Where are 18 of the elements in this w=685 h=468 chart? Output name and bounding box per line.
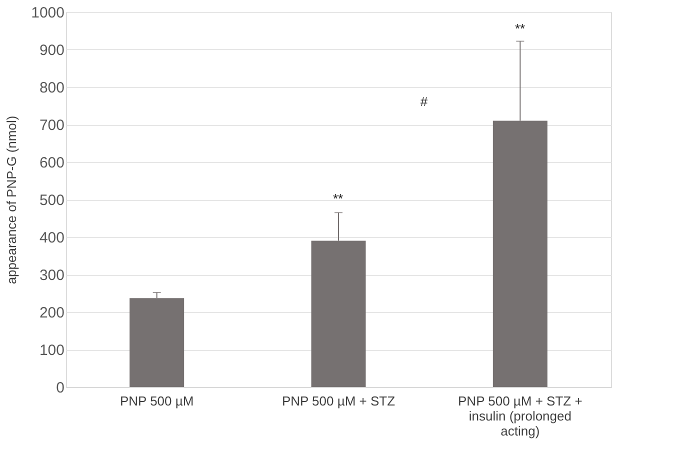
x-tick-label: PNP 500 µM + STZ (282, 394, 396, 408)
y-tick-label: 800 (39, 80, 64, 96)
y-tick-label: 400 (39, 230, 64, 246)
y-tick-label: 700 (39, 117, 64, 134)
y-tick-label: 300 (39, 267, 64, 284)
y-tick-label: 100 (39, 342, 64, 359)
y-tick-label: 200 (39, 304, 64, 322)
annotation: ** (514, 21, 526, 36)
y-axis-title: appearance of PNP-G (nmol) (4, 116, 20, 284)
y-tick-label: 1000 (31, 4, 64, 22)
y-tick-label: 500 (39, 192, 64, 209)
annotation: # (420, 94, 428, 109)
y-tick-label: 900 (39, 42, 64, 59)
y-tick-label: 0 (56, 380, 64, 396)
x-tick-label: PNP 500 µM + STZ + insulin (prolonged acting) (458, 394, 582, 438)
annotation: ** (332, 191, 344, 206)
x-tick-label: PNP 500 µM (120, 394, 194, 408)
y-tick-label: 600 (39, 154, 64, 172)
